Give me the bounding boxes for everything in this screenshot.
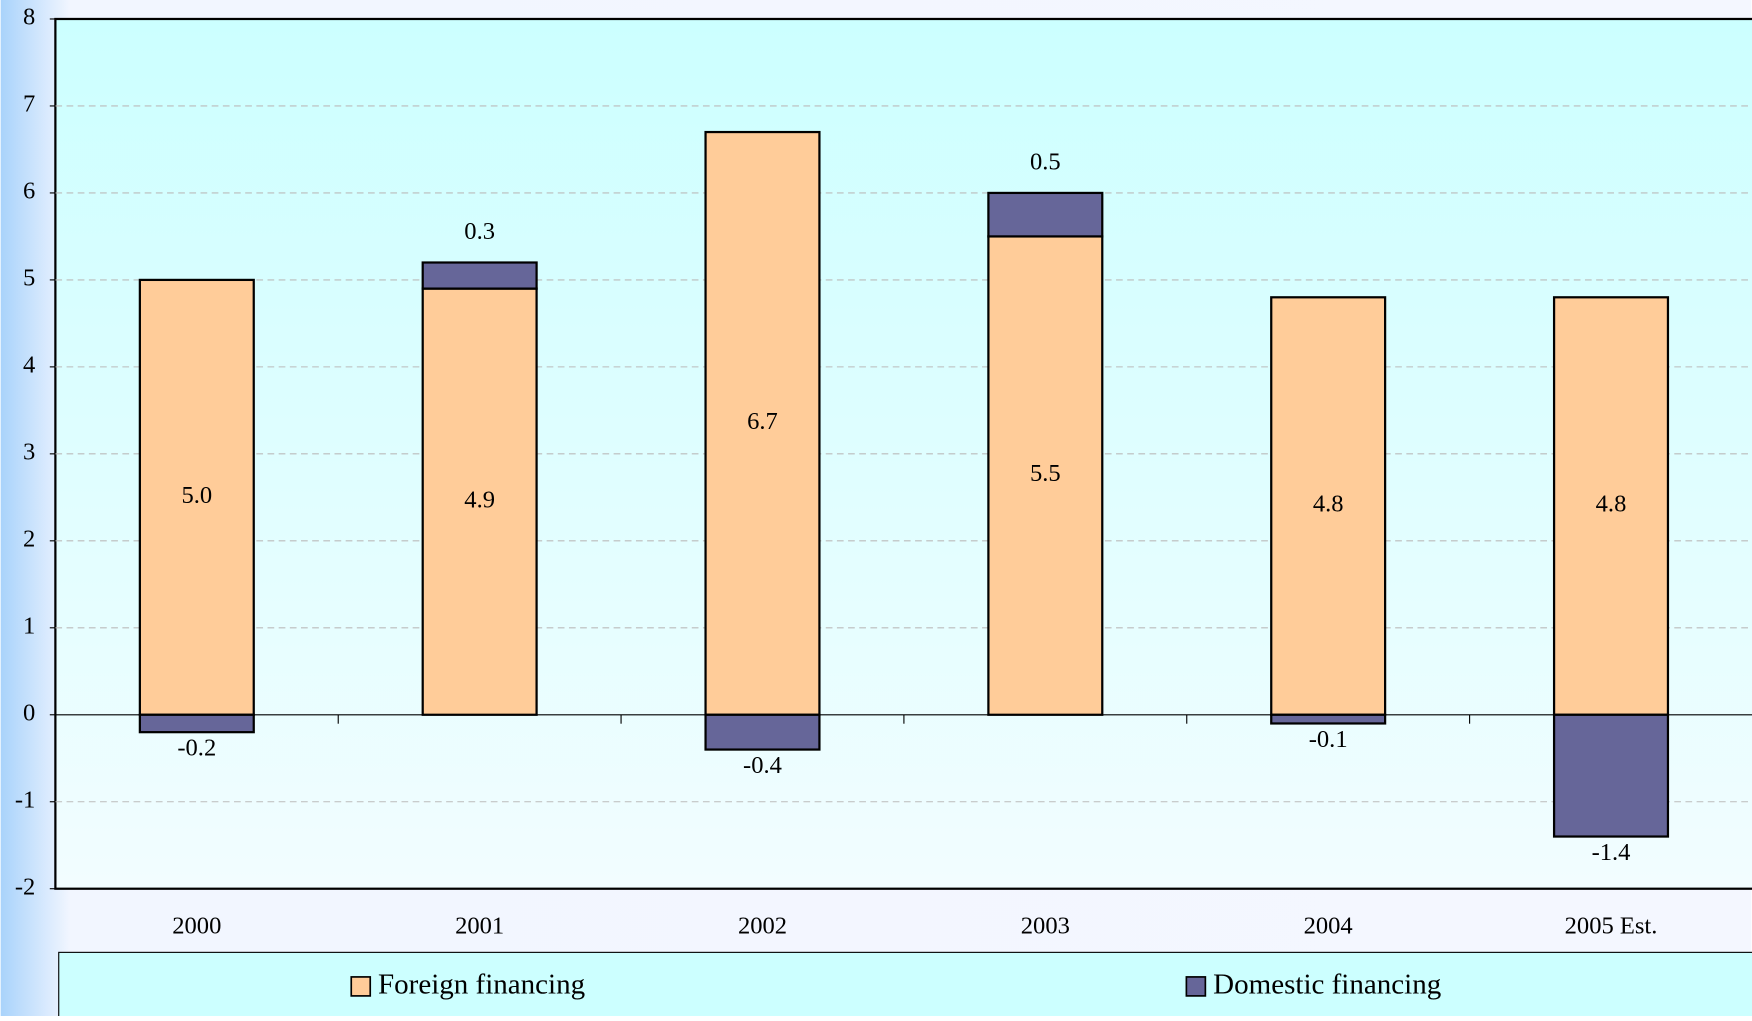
bar-segment bbox=[421, 287, 538, 716]
x-tick-label: 2003 bbox=[1021, 912, 1070, 939]
data-label: -0.1 bbox=[1309, 726, 1348, 753]
bar-segment bbox=[704, 713, 821, 751]
data-label: 4.8 bbox=[1313, 491, 1344, 518]
legend-label: Domestic financing bbox=[1213, 969, 1441, 1001]
y-tick-label: 5 bbox=[23, 265, 35, 292]
data-label: 0.5 bbox=[1030, 149, 1061, 176]
x-tick-label: 2005 Est. bbox=[1565, 912, 1658, 939]
x-tick-label: 2000 bbox=[172, 912, 221, 939]
bar-segment bbox=[704, 130, 821, 716]
data-label: -1.4 bbox=[1592, 839, 1631, 866]
bar-segment bbox=[138, 713, 255, 734]
data-label: 0.3 bbox=[464, 218, 495, 245]
data-label: -0.2 bbox=[177, 735, 216, 762]
bar-segment bbox=[1270, 713, 1387, 725]
x-tick-label: 2002 bbox=[738, 912, 787, 939]
y-tick-label: 2 bbox=[23, 525, 35, 552]
y-tick-label: 1 bbox=[23, 612, 35, 639]
y-tick-label: 4 bbox=[23, 352, 35, 379]
data-label: 5.0 bbox=[181, 482, 212, 509]
y-tick-label: 8 bbox=[23, 4, 35, 31]
data-label: 4.9 bbox=[464, 486, 495, 513]
y-tick-label: 0 bbox=[23, 699, 35, 726]
legend-label: Foreign financing bbox=[378, 969, 585, 1001]
bar-segment bbox=[1552, 296, 1670, 716]
y-tick-label: 6 bbox=[23, 178, 35, 205]
data-label: -0.4 bbox=[743, 752, 782, 779]
bar-segment bbox=[1552, 713, 1670, 838]
bar-segment bbox=[987, 191, 1104, 238]
data-label: 5.5 bbox=[1030, 460, 1061, 487]
x-tick-label: 2001 bbox=[455, 912, 504, 939]
y-tick-label: -2 bbox=[15, 873, 35, 900]
legend-swatch bbox=[1185, 976, 1207, 997]
legend-box bbox=[58, 951, 1752, 1020]
bar-segment bbox=[1270, 296, 1387, 716]
y-tick-label: -1 bbox=[15, 786, 35, 813]
y-tick-label: 3 bbox=[23, 438, 35, 465]
legend-swatch bbox=[350, 976, 372, 997]
data-label: 6.7 bbox=[747, 408, 778, 435]
data-label: 4.8 bbox=[1596, 491, 1627, 518]
bar-segment bbox=[421, 261, 538, 290]
x-tick-label: 2004 bbox=[1304, 912, 1353, 939]
y-tick-label: 7 bbox=[23, 91, 35, 118]
bar-segment bbox=[987, 235, 1104, 716]
